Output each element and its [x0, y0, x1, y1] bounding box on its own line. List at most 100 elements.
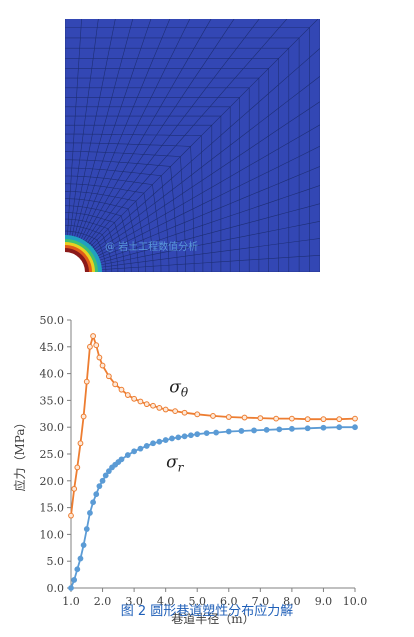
mesh-radial [84, 203, 321, 268]
x-tick-label: 4.0 [157, 595, 175, 608]
series-line [70, 426, 355, 589]
mesh-radial [84, 255, 321, 271]
mesh-radial [80, 76, 321, 261]
y-tick-label: 20.0 [40, 475, 65, 488]
mesh-radial [81, 101, 321, 262]
data-point [336, 424, 343, 431]
y-tick-label: 5.0 [47, 555, 65, 568]
y-tick-label: 50.0 [40, 314, 65, 327]
data-point [150, 402, 156, 409]
mesh-radial [77, 16, 289, 258]
data-point [188, 432, 194, 439]
data-point [169, 435, 175, 442]
data-point [96, 483, 103, 490]
x-tick-label: 7.0 [252, 595, 270, 608]
mesh-radial [76, 16, 261, 257]
data-point [352, 415, 358, 422]
data-point [304, 425, 311, 432]
data-point [118, 456, 125, 463]
x-tick-label: 10.0 [343, 595, 368, 608]
mesh-radial [84, 221, 321, 269]
data-point [131, 395, 138, 402]
data-point [273, 415, 280, 422]
data-point [87, 343, 93, 350]
data-point [238, 428, 245, 434]
data-point [320, 424, 327, 431]
data-point [77, 555, 84, 562]
mesh-radial [68, 16, 116, 253]
mesh-radial [69, 16, 134, 253]
data-point [352, 424, 358, 431]
x-tick-label: 8.0 [283, 595, 301, 608]
data-point [288, 425, 295, 432]
data-point [83, 526, 90, 532]
y-tick-label: 25.0 [40, 448, 65, 461]
mesh-radial [72, 16, 171, 254]
y-tick-label: 45.0 [40, 341, 65, 354]
mesh-radial [84, 238, 321, 270]
data-point [68, 585, 74, 591]
data-point [71, 577, 78, 583]
fem-mesh-image: @ 岩土工程数值分析 [64, 16, 321, 273]
data-point [194, 411, 201, 418]
data-point [225, 414, 232, 420]
y-tick-label: 30.0 [40, 421, 65, 434]
data-point [137, 445, 144, 452]
x-tick-label: 6.0 [220, 595, 238, 608]
mesh-radial [75, 16, 236, 256]
data-point [68, 512, 74, 519]
data-point [124, 452, 131, 458]
data-point [124, 392, 131, 398]
data-point [194, 431, 201, 438]
mesh-radial [82, 145, 321, 264]
data-point [105, 468, 112, 475]
data-point [172, 408, 179, 415]
figure-caption: 图 2 圆形巷道塑性分布应力解 [120, 604, 294, 619]
data-point [276, 426, 283, 433]
data-point [263, 426, 270, 433]
watermark-text: @ 岩土工程数值分析 [105, 240, 198, 253]
tunnel-hole [65, 252, 85, 272]
data-point [288, 415, 295, 422]
chart-svg: 0.0 5.0 10.0 15.0 20.0 25.0 30.0 35.0 40.0 45.0 50… [12, 314, 368, 626]
data-point [102, 472, 109, 479]
y-tick-label: 10.0 [40, 528, 65, 541]
data-point [150, 440, 156, 447]
mesh-radial [66, 16, 82, 253]
y-tick-label: 40.0 [40, 368, 65, 381]
y-axis-label: 应力（MPa） [12, 417, 27, 492]
data-point [131, 448, 138, 455]
mesh-radial [74, 16, 213, 255]
data-point [156, 405, 163, 411]
mesh-radial [73, 16, 192, 255]
data-point [213, 429, 220, 436]
data-point [96, 354, 103, 361]
data-point [80, 413, 87, 420]
data-point [162, 406, 169, 413]
y-tick-label: 15.0 [40, 502, 65, 515]
data-point [137, 398, 144, 405]
data-point [320, 416, 327, 423]
data-point [105, 373, 112, 380]
mesh-lines [64, 16, 321, 273]
mesh-graphic: @ 岩土工程数值分析 [64, 16, 321, 273]
x-tick-label: 2.0 [94, 595, 112, 608]
data-point [118, 386, 125, 393]
data-point [257, 415, 264, 421]
data-point [93, 491, 100, 498]
data-point [175, 434, 182, 441]
series-label-subscript: r [178, 460, 185, 474]
mesh-radial [83, 185, 321, 266]
data-point [93, 342, 100, 349]
data-point [181, 433, 188, 440]
data-point [336, 416, 343, 423]
mesh-radial [79, 48, 321, 260]
data-point [251, 427, 257, 434]
data-point [90, 333, 96, 339]
mesh-radial [67, 16, 99, 253]
data-point [143, 401, 150, 408]
data-point [80, 542, 87, 549]
data-point [90, 499, 96, 506]
data-point [181, 409, 188, 416]
data-point [210, 413, 216, 419]
